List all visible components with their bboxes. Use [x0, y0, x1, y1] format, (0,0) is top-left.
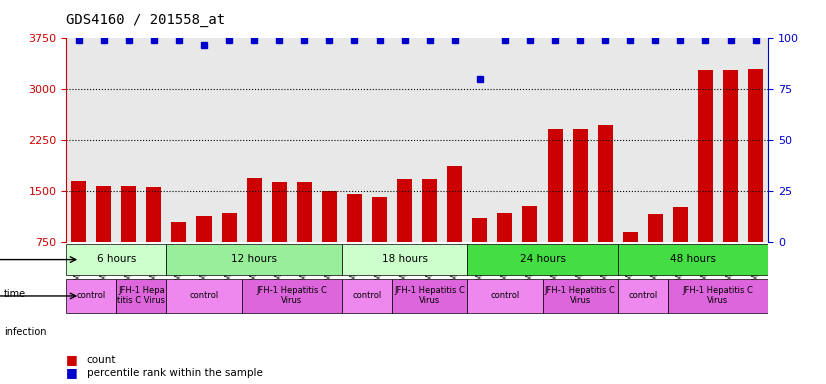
Text: control: control: [77, 291, 106, 300]
Bar: [146, 187, 161, 242]
Text: 6 hours: 6 hours: [97, 254, 136, 264]
Bar: [247, 178, 262, 242]
Text: JFH-1 Hepatitis C
Virus: JFH-1 Hepatitis C Virus: [394, 286, 465, 305]
FancyBboxPatch shape: [668, 279, 768, 313]
FancyBboxPatch shape: [166, 244, 342, 275]
Bar: [96, 186, 112, 242]
Text: JFH-1 Hepatitis C
Virus: JFH-1 Hepatitis C Virus: [256, 286, 327, 305]
FancyBboxPatch shape: [242, 279, 342, 313]
Text: infection: infection: [4, 327, 46, 337]
Text: control: control: [353, 291, 382, 300]
Bar: [522, 206, 538, 242]
Text: percentile rank within the sample: percentile rank within the sample: [87, 367, 263, 377]
FancyBboxPatch shape: [66, 279, 116, 313]
Bar: [121, 186, 136, 242]
Text: 18 hours: 18 hours: [382, 254, 428, 264]
Bar: [172, 222, 187, 242]
Bar: [623, 232, 638, 242]
Bar: [197, 216, 211, 242]
Bar: [71, 181, 86, 242]
Text: control: control: [189, 291, 219, 300]
Bar: [422, 179, 437, 242]
Text: control: control: [491, 291, 520, 300]
Text: JFH-1 Hepatitis C
Virus: JFH-1 Hepatitis C Virus: [544, 286, 615, 305]
Text: count: count: [87, 355, 116, 365]
Bar: [572, 129, 587, 242]
Bar: [548, 129, 563, 242]
Bar: [372, 197, 387, 242]
Text: GDS4160 / 201558_at: GDS4160 / 201558_at: [66, 13, 225, 27]
Bar: [497, 213, 512, 242]
FancyBboxPatch shape: [116, 279, 166, 313]
Bar: [221, 213, 236, 242]
Text: 24 hours: 24 hours: [520, 254, 566, 264]
Bar: [673, 207, 688, 242]
Bar: [322, 190, 337, 242]
Bar: [723, 70, 738, 242]
Bar: [347, 194, 362, 242]
FancyBboxPatch shape: [468, 279, 543, 313]
Text: JFH-1 Hepa
titis C Virus: JFH-1 Hepa titis C Virus: [117, 286, 165, 305]
Text: ■: ■: [66, 353, 78, 366]
FancyBboxPatch shape: [66, 244, 166, 275]
Bar: [272, 182, 287, 242]
FancyBboxPatch shape: [342, 279, 392, 313]
FancyBboxPatch shape: [166, 279, 242, 313]
Text: time: time: [4, 289, 26, 299]
Bar: [472, 218, 487, 242]
FancyBboxPatch shape: [468, 244, 618, 275]
Text: 48 hours: 48 hours: [670, 254, 716, 264]
Text: ■: ■: [66, 366, 78, 379]
Bar: [297, 182, 312, 242]
Bar: [447, 166, 463, 242]
Text: JFH-1 Hepatitis C
Virus: JFH-1 Hepatitis C Virus: [682, 286, 753, 305]
FancyBboxPatch shape: [618, 279, 668, 313]
Text: control: control: [629, 291, 657, 300]
Bar: [648, 214, 663, 242]
Text: 12 hours: 12 hours: [231, 254, 278, 264]
FancyBboxPatch shape: [392, 279, 468, 313]
FancyBboxPatch shape: [543, 279, 618, 313]
Bar: [397, 179, 412, 242]
Bar: [748, 69, 763, 242]
Bar: [698, 70, 713, 242]
Bar: [598, 125, 613, 242]
FancyBboxPatch shape: [618, 244, 768, 275]
FancyBboxPatch shape: [342, 244, 468, 275]
